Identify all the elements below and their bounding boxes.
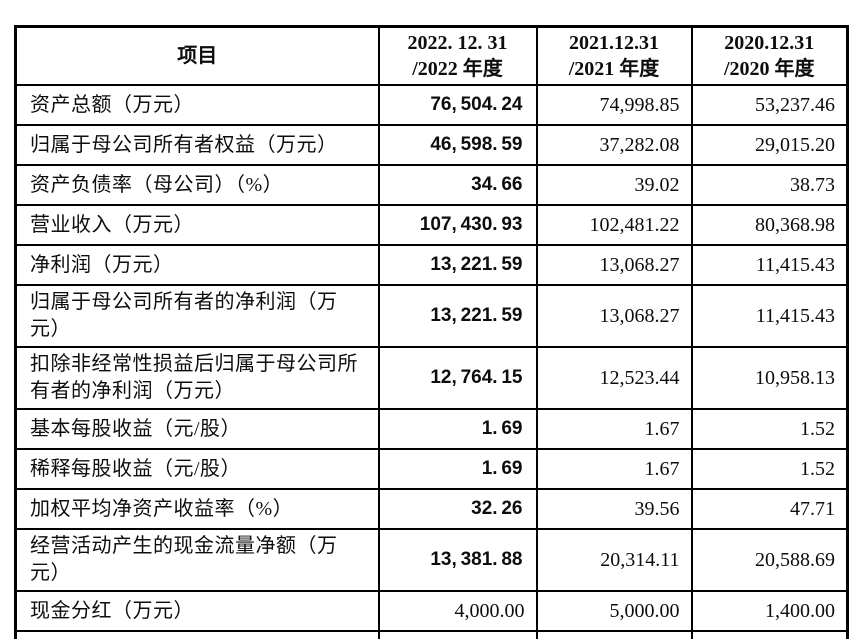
value-cell-2020: 10,958.13	[690, 346, 849, 410]
value-cell-2021: 3.82	[535, 630, 693, 639]
row-label-cell: 净利润（万元）	[14, 244, 380, 286]
value-cell-2020: 11,415.43	[690, 244, 849, 286]
header-period-2022-date: 2022. 12. 31	[407, 32, 508, 54]
value-cell-2022: 34. 66	[377, 164, 538, 206]
value-cell-2021: 1.67	[535, 448, 693, 490]
table-row: 净利润（万元） 13, 221. 59 13,068.27 11,415.43	[14, 244, 849, 286]
value-cell-2021: 13,068.27	[535, 244, 693, 286]
value-cell-2021: 12,523.44	[535, 346, 693, 410]
header-period-2021-date: 2021.12.31	[569, 32, 659, 54]
table-row: 现金分红（万元） 4,000.00 5,000.00 1,400.00	[14, 590, 849, 632]
value-cell-2022: 4,000.00	[377, 590, 538, 632]
row-label-cell: 资产总额（万元）	[14, 84, 380, 126]
table-row: 稀释每股收益（元/股） 1. 69 1.67 1.52	[14, 448, 849, 490]
value-cell-2021: 102,481.22	[535, 204, 693, 246]
header-period-2021-year: /2021 年度	[568, 58, 660, 80]
table-row: 研发投入占营业收入的比例（%）3. 903.823.87	[14, 630, 849, 639]
header-period-2020-date: 2020.12.31	[724, 32, 815, 54]
row-label-cell: 扣除非经常性损益后归属于母公司所有者的净利润（万元）	[14, 346, 380, 410]
value-cell-2020: 38.73	[690, 164, 849, 206]
row-label-cell: 营业收入（万元）	[14, 204, 380, 246]
table-row: 归属于母公司所有者的净利润（万元） 13, 221. 59 13,068.27 11,…	[14, 284, 849, 348]
value-cell-2021: 74,998.85	[535, 84, 693, 126]
value-cell-2022: 12, 764. 15	[377, 346, 538, 410]
table-row: 归属于母公司所有者权益（万元） 46, 598. 59 37,282.08 29,01…	[14, 124, 849, 166]
header-period-2022: 2022. 12. 31 /2022 年度	[377, 25, 538, 86]
table-row: 营业收入（万元） 107, 430. 93 102,481.22 80,368.98	[14, 204, 849, 246]
header-item-cell: 项目	[14, 25, 380, 86]
value-cell-2021: 39.02	[535, 164, 693, 206]
header-item-label: 项目	[177, 45, 218, 67]
value-cell-2020: 53,237.46	[690, 84, 849, 126]
value-cell-2021: 1.67	[535, 408, 693, 450]
value-cell-2022: 13, 221. 59	[377, 284, 538, 348]
value-cell-2021: 20,314.11	[535, 528, 693, 592]
value-cell-2020: 1.52	[690, 448, 849, 490]
value-cell-2022: 46, 598. 59	[377, 124, 538, 166]
table-row: 基本每股收益（元/股） 1. 69 1.67 1.52	[14, 408, 849, 450]
value-cell-2022: 3. 90	[377, 630, 538, 639]
header-period-2022-year: /2022 年度	[412, 58, 503, 80]
value-cell-2022: 1. 69	[377, 448, 538, 490]
row-label-cell: 稀释每股收益（元/股）	[14, 448, 380, 490]
value-cell-2020: 29,015.20	[690, 124, 849, 166]
value-cell-2022: 13, 221. 59	[377, 244, 538, 286]
value-cell-2022: 13, 381. 88	[377, 528, 538, 592]
table-row: 资产总额（万元） 76, 504. 24 74,998.85 53,237.46	[14, 84, 849, 126]
value-cell-2022: 1. 69	[377, 408, 538, 450]
value-cell-2021: 37,282.08	[535, 124, 693, 166]
table-row: 加权平均净资产收益率（%） 32. 26 39.56 47.71	[14, 488, 849, 530]
row-label-cell: 研发投入占营业收入的比例（%）	[14, 630, 380, 639]
value-cell-2021: 5,000.00	[535, 590, 693, 632]
row-label-cell: 基本每股收益（元/股）	[14, 408, 380, 450]
value-cell-2020: 47.71	[690, 488, 849, 530]
row-label-cell: 资产负债率（母公司）（%）	[14, 164, 380, 206]
value-cell-2022: 76, 504. 24	[377, 84, 538, 126]
header-period-2020: 2020.12.31 /2020 年度	[690, 25, 849, 86]
header-period-2020-year: /2020 年度	[723, 58, 815, 80]
header-period-2021: 2021.12.31 /2021 年度	[535, 25, 693, 86]
key-financial-indicators-table: 项目 2022. 12. 31 /2022 年度 2021.12.31 /202…	[14, 25, 849, 639]
table-row: 扣除非经常性损益后归属于母公司所有者的净利润（万元） 12, 764. 15 12,…	[14, 346, 849, 410]
value-cell-2020: 1.52	[690, 408, 849, 450]
value-cell-2020: 80,368.98	[690, 204, 849, 246]
value-cell-2020: 3.87	[690, 630, 849, 639]
value-cell-2021: 13,068.27	[535, 284, 693, 348]
row-label-cell: 加权平均净资产收益率（%）	[14, 488, 380, 530]
row-label-cell: 归属于母公司所有者的净利润（万元）	[14, 284, 380, 348]
table-row: 经营活动产生的现金流量净额（万元） 13, 381. 88 20,314.11 20,…	[14, 528, 849, 592]
table-body: 资产总额（万元） 76, 504. 24 74,998.85 53,237.46 归属于…	[14, 84, 849, 639]
header-row: 项目 2022. 12. 31 /2022 年度 2021.12.31 /202…	[14, 25, 849, 86]
value-cell-2020: 1,400.00	[690, 590, 849, 632]
row-label-cell: 现金分红（万元）	[14, 590, 380, 632]
value-cell-2022: 107, 430. 93	[377, 204, 538, 246]
row-label-cell: 归属于母公司所有者权益（万元）	[14, 124, 380, 166]
row-label-cell: 经营活动产生的现金流量净额（万元）	[14, 528, 380, 592]
table-row: 资产负债率（母公司）（%） 34. 66 39.02 38.73	[14, 164, 849, 206]
value-cell-2020: 20,588.69	[690, 528, 849, 592]
value-cell-2020: 11,415.43	[690, 284, 849, 348]
value-cell-2022: 32. 26	[377, 488, 538, 530]
value-cell-2021: 39.56	[535, 488, 693, 530]
